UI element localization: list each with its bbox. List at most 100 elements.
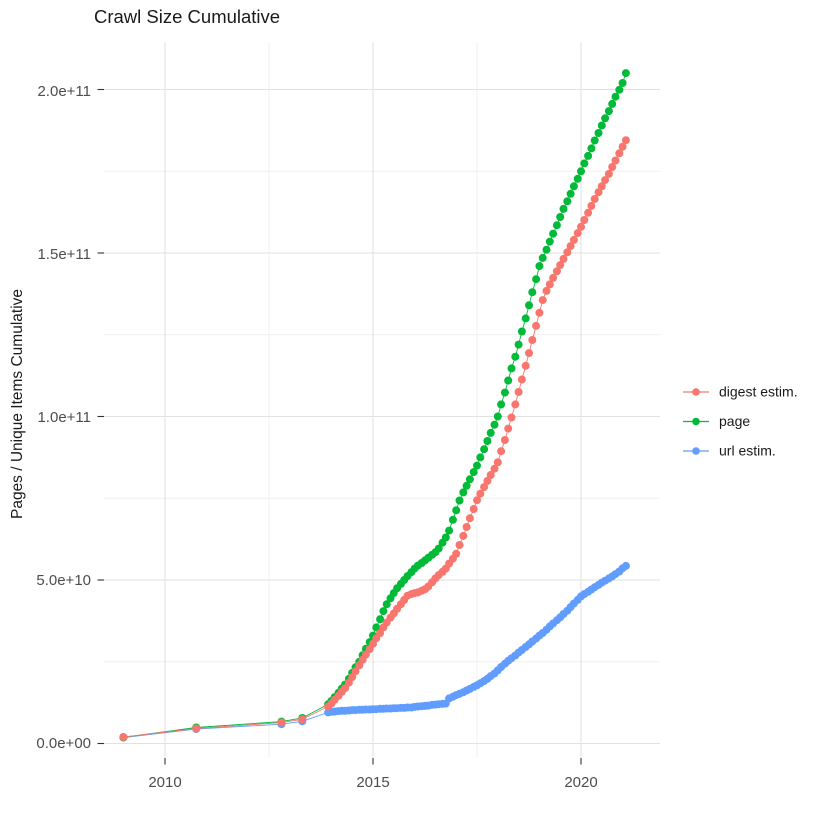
data-point xyxy=(521,361,530,370)
legend-item-digest-estim: digest estim. xyxy=(683,384,798,400)
y-tick-label: 5.0e+10 xyxy=(36,572,91,589)
data-point xyxy=(476,489,485,498)
data-point xyxy=(566,242,575,251)
data-point xyxy=(462,481,471,490)
data-point xyxy=(590,136,599,145)
data-point xyxy=(192,724,201,733)
data-point xyxy=(459,488,468,497)
data-point xyxy=(615,85,624,94)
data-point xyxy=(532,321,541,330)
legend-label: page xyxy=(719,413,750,429)
data-point xyxy=(569,235,578,244)
data-point xyxy=(542,245,551,254)
data-point xyxy=(556,213,565,221)
chart-title: Crawl Size Cumulative xyxy=(94,6,280,27)
x-tick-label: 2020 xyxy=(564,774,597,791)
data-point xyxy=(594,188,603,197)
data-point xyxy=(372,623,381,632)
legend-key-point xyxy=(692,447,700,455)
data-point xyxy=(573,229,582,238)
data-point xyxy=(525,301,533,310)
data-point xyxy=(611,92,620,101)
data-point xyxy=(594,129,603,137)
data-point xyxy=(621,561,630,570)
data-point xyxy=(277,718,286,727)
data-point xyxy=(486,428,495,437)
data-point xyxy=(480,445,489,454)
data-point xyxy=(577,222,585,231)
chart-legend: digest estim. page url estim. xyxy=(683,384,798,459)
data-point xyxy=(465,475,474,484)
data-point xyxy=(490,420,499,429)
data-point xyxy=(483,437,492,445)
legend-item-url-estim: url estim. xyxy=(683,443,776,459)
data-point xyxy=(473,461,481,470)
data-point xyxy=(382,600,391,609)
data-point xyxy=(348,673,357,682)
data-point xyxy=(608,99,617,108)
data-point xyxy=(473,496,481,505)
x-tick-label: 2015 xyxy=(356,774,389,791)
data-point xyxy=(459,531,468,540)
data-point xyxy=(452,506,461,515)
data-point xyxy=(448,515,457,524)
data-point xyxy=(514,388,523,396)
legend-key-point xyxy=(692,388,700,396)
series-digest-estim xyxy=(119,136,630,741)
data-point xyxy=(376,615,385,624)
data-point xyxy=(452,549,461,558)
data-point xyxy=(493,412,502,421)
data-point xyxy=(441,533,450,542)
data-point xyxy=(504,376,513,385)
data-point xyxy=(615,149,624,158)
series-url-estim xyxy=(119,561,630,742)
data-point xyxy=(618,142,627,151)
data-point xyxy=(500,388,509,397)
legend-item-page: page xyxy=(683,413,750,429)
data-point xyxy=(497,400,506,409)
data-point xyxy=(604,169,613,178)
data-point xyxy=(549,229,558,238)
data-point xyxy=(517,327,526,336)
data-point xyxy=(587,201,596,210)
data-point xyxy=(573,174,582,183)
data-point xyxy=(480,483,489,492)
data-point xyxy=(493,458,502,467)
data-point xyxy=(559,204,568,213)
data-point xyxy=(445,526,454,535)
data-point xyxy=(552,267,561,276)
data-point xyxy=(584,208,593,217)
data-point xyxy=(525,349,533,358)
data-point xyxy=(538,253,547,262)
plot-area xyxy=(97,42,660,765)
data-point xyxy=(587,144,596,153)
data-point xyxy=(532,275,541,284)
data-point xyxy=(465,514,474,523)
data-point xyxy=(507,413,516,422)
data-point xyxy=(490,464,499,473)
data-point xyxy=(504,424,513,433)
data-point xyxy=(584,151,593,160)
x-tick-label: 2010 xyxy=(148,774,181,791)
data-point xyxy=(298,715,307,724)
data-point xyxy=(611,156,620,165)
data-point xyxy=(528,288,537,297)
data-point xyxy=(563,197,572,206)
data-point xyxy=(590,195,599,203)
y-tick-label: 2.0e+11 xyxy=(37,83,91,100)
legend-label: url estim. xyxy=(719,443,776,459)
data-point xyxy=(517,375,526,384)
data-point xyxy=(462,523,471,531)
data-point xyxy=(483,476,492,485)
data-point xyxy=(621,136,630,145)
data-point xyxy=(535,262,544,271)
data-point xyxy=(559,254,568,263)
x-axis-tick-labels: 2010 2015 2020 xyxy=(148,774,597,791)
data-point xyxy=(119,733,128,741)
data-point xyxy=(566,189,575,198)
data-point xyxy=(608,163,617,171)
data-point xyxy=(601,176,610,185)
data-point xyxy=(621,69,630,78)
data-point xyxy=(500,436,509,444)
